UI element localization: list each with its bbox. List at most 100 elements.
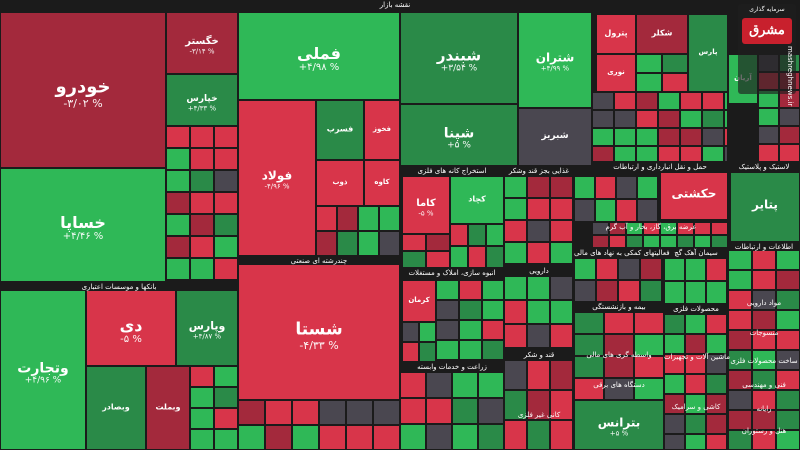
treemap-tile-small[interactable] <box>643 222 660 235</box>
treemap-tile-small[interactable] <box>190 126 214 148</box>
treemap-tile-small[interactable] <box>452 398 478 424</box>
treemap-tile-small[interactable] <box>316 206 337 231</box>
treemap-tile-small[interactable] <box>728 270 752 290</box>
treemap-tile-small[interactable] <box>664 354 685 374</box>
treemap-tile-small[interactable] <box>214 214 238 236</box>
treemap-tile-small[interactable] <box>724 146 728 162</box>
treemap-tile-small[interactable] <box>752 310 776 330</box>
treemap-tile-small[interactable] <box>574 356 604 378</box>
treemap-tile-small[interactable] <box>400 398 426 424</box>
treemap-tile-symbol[interactable]: پتایر <box>730 172 800 242</box>
treemap-tile-small[interactable] <box>706 334 727 354</box>
treemap-tile-small[interactable] <box>166 192 190 214</box>
treemap-tile-small[interactable] <box>316 231 337 256</box>
treemap-tile-small[interactable] <box>550 242 573 264</box>
treemap-tile-small[interactable] <box>190 214 214 236</box>
treemap-tile-small[interactable] <box>482 340 504 360</box>
treemap-tile-small[interactable] <box>664 394 685 414</box>
treemap-tile-small[interactable] <box>614 128 636 146</box>
treemap-tile-small[interactable] <box>459 280 482 300</box>
treemap-tile-small[interactable] <box>504 276 527 300</box>
treemap-tile-small[interactable] <box>664 414 685 434</box>
treemap-tile-small[interactable] <box>482 280 504 300</box>
treemap-tile-small[interactable] <box>214 408 238 429</box>
treemap-tile-small[interactable] <box>478 398 504 424</box>
treemap-tile-small[interactable] <box>190 429 214 450</box>
treemap-tile-small[interactable] <box>706 258 727 281</box>
treemap-tile-symbol[interactable]: وبملت <box>146 366 190 450</box>
treemap-tile-small[interactable] <box>614 110 636 128</box>
treemap-tile-small[interactable] <box>592 92 614 110</box>
treemap-tile-symbol[interactable]: پترول <box>596 14 636 54</box>
treemap-tile-small[interactable] <box>618 258 640 280</box>
treemap-tile-small[interactable] <box>592 222 609 235</box>
treemap-tile-symbol[interactable]: فسرب <box>316 100 364 160</box>
treemap-tile-small[interactable] <box>346 425 373 450</box>
treemap-tile-symbol[interactable]: شتران +۴/۹۹ % <box>518 12 592 108</box>
treemap-tile-small[interactable] <box>527 276 550 300</box>
treemap-tile-small[interactable] <box>337 231 358 256</box>
treemap-tile-small[interactable] <box>685 314 706 334</box>
treemap-tile-small[interactable] <box>527 360 550 390</box>
treemap-tile-small[interactable] <box>166 170 190 192</box>
treemap-tile-small[interactable] <box>292 425 319 450</box>
treemap-tile-small[interactable] <box>402 234 426 251</box>
treemap-tile-small[interactable] <box>292 400 319 425</box>
treemap-tile-small[interactable] <box>640 258 662 280</box>
treemap-tile-small[interactable] <box>728 390 752 410</box>
treemap-tile-small[interactable] <box>459 340 482 360</box>
treemap-tile-small[interactable] <box>616 199 637 222</box>
treemap-tile-small[interactable] <box>752 330 776 350</box>
treemap-tile-small[interactable] <box>459 300 482 320</box>
treemap-tile-small[interactable] <box>468 246 486 268</box>
treemap-tile-small[interactable] <box>550 198 573 220</box>
treemap-tile-small[interactable] <box>486 224 504 246</box>
treemap-tile-small[interactable] <box>214 366 238 387</box>
treemap-tile-small[interactable] <box>358 206 379 231</box>
treemap-tile-small[interactable] <box>527 242 550 264</box>
treemap-tile-symbol[interactable]: نوری <box>596 54 636 92</box>
treemap-tile-small[interactable] <box>618 280 640 302</box>
treemap-tile-small[interactable] <box>595 199 616 222</box>
treemap-tile-small[interactable] <box>214 126 238 148</box>
treemap-tile-symbol[interactable]: خودرو -۳/۰۲ % <box>0 12 166 168</box>
treemap-tile-small[interactable] <box>664 374 685 394</box>
treemap-tile-small[interactable] <box>527 390 550 420</box>
treemap-tile-symbol[interactable]: ذوب <box>316 160 364 206</box>
treemap-tile-symbol[interactable]: کاوه <box>364 160 400 206</box>
treemap-tile-symbol[interactable]: شپنا +۵ % <box>400 104 518 166</box>
treemap-tile-small[interactable] <box>660 222 677 235</box>
treemap-tile-small[interactable] <box>758 108 779 126</box>
treemap-tile-small[interactable] <box>504 324 527 348</box>
treemap-tile-small[interactable] <box>634 356 664 378</box>
treemap-tile-small[interactable] <box>779 108 800 126</box>
treemap-tile-small[interactable] <box>702 110 724 128</box>
treemap-tile-small[interactable] <box>758 144 779 162</box>
treemap-tile-small[interactable] <box>724 110 728 128</box>
treemap-tile-small[interactable] <box>265 425 292 450</box>
treemap-tile-small[interactable] <box>711 235 728 248</box>
treemap-tile-small[interactable] <box>728 290 752 310</box>
treemap-tile-small[interactable] <box>776 250 800 270</box>
treemap-tile-small[interactable] <box>419 342 436 362</box>
treemap-tile-small[interactable] <box>214 258 238 280</box>
treemap-tile-small[interactable] <box>680 128 702 146</box>
treemap-tile-small[interactable] <box>346 400 373 425</box>
treemap-tile-small[interactable] <box>662 54 688 73</box>
treemap-tile-small[interactable] <box>574 312 604 334</box>
treemap-tile-small[interactable] <box>685 394 706 414</box>
treemap-tile-symbol[interactable]: کاما -۵ % <box>402 176 450 234</box>
treemap-tile-small[interactable] <box>486 246 504 268</box>
treemap-tile-small[interactable] <box>614 92 636 110</box>
treemap-tile-small[interactable] <box>450 246 468 268</box>
treemap-tile-small[interactable] <box>436 280 459 300</box>
treemap-tile-symbol[interactable]: فخوز <box>364 100 400 160</box>
treemap-tile-small[interactable] <box>616 176 637 199</box>
treemap-tile-small[interactable] <box>728 410 752 430</box>
treemap-tile-small[interactable] <box>752 370 776 390</box>
treemap-tile-small[interactable] <box>482 320 504 340</box>
treemap-tile-symbol[interactable]: خپارس +۴/۳۳ % <box>166 74 238 126</box>
treemap-tile-small[interactable] <box>550 276 573 300</box>
treemap-tile-small[interactable] <box>452 424 478 450</box>
treemap-tile-small[interactable] <box>550 360 573 390</box>
